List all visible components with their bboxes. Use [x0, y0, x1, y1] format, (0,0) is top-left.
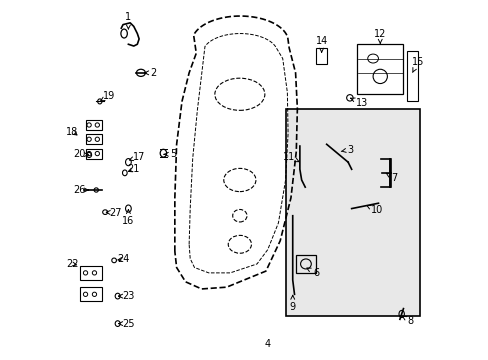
Bar [85, 149, 102, 158]
Bar [285, 109, 419, 316]
Text: 24: 24 [117, 254, 129, 264]
Bar [406, 51, 417, 102]
Text: 19: 19 [100, 91, 115, 102]
Text: 18: 18 [66, 127, 78, 137]
Text: 10: 10 [366, 205, 382, 215]
Bar [296, 255, 315, 273]
Text: 8: 8 [402, 316, 413, 326]
Text: 13: 13 [350, 98, 368, 108]
Text: 14: 14 [315, 36, 327, 52]
Text: 1: 1 [125, 13, 131, 29]
Bar [356, 44, 403, 94]
Text: 22: 22 [66, 259, 79, 269]
Text: 3: 3 [341, 145, 352, 155]
Text: 4: 4 [264, 339, 270, 348]
Text: 7: 7 [386, 173, 397, 183]
Text: 11: 11 [283, 152, 298, 162]
Text: 21: 21 [127, 164, 140, 174]
Text: 2: 2 [144, 68, 156, 78]
Text: 12: 12 [373, 28, 386, 44]
Text: 27: 27 [106, 208, 122, 218]
Bar [80, 287, 102, 301]
Text: 5: 5 [164, 149, 176, 159]
Bar [80, 266, 102, 280]
Text: 23: 23 [119, 291, 134, 301]
Bar [315, 48, 326, 64]
Text: 17: 17 [129, 152, 145, 162]
Text: 9: 9 [289, 296, 295, 312]
Text: 15: 15 [411, 57, 423, 72]
Bar [85, 120, 102, 130]
Text: 25: 25 [119, 319, 134, 329]
Text: 6: 6 [306, 268, 318, 278]
Text: 20: 20 [73, 149, 88, 159]
Bar [85, 134, 102, 144]
Text: 16: 16 [122, 210, 134, 226]
Text: 26: 26 [73, 185, 88, 195]
